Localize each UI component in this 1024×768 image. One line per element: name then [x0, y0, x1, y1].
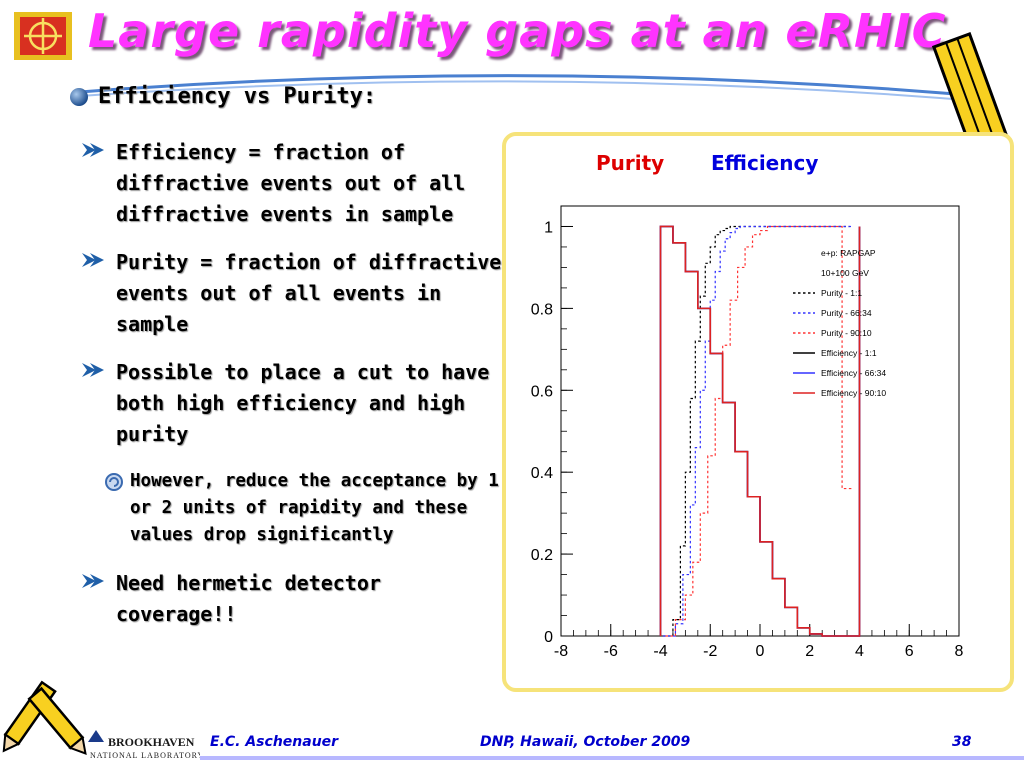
title-swoosh-decoration: [79, 74, 991, 103]
x-tick-label: 8: [955, 643, 964, 660]
x-tick-label: 4: [855, 643, 864, 660]
sub-bullet-cut: Possible to place a cut to have both hig…: [82, 357, 502, 450]
series-line-5: [659, 225, 861, 637]
x-tick-label: 6: [905, 643, 914, 660]
sub-bullet-text: Possible to place a cut to have both hig…: [116, 360, 490, 446]
slide-title: Large rapidity gaps at an eRHIC: [88, 4, 947, 58]
y-tick-label: 0.4: [531, 465, 553, 482]
sub-bullet-purity: Purity = fraction of diffractive events …: [82, 247, 502, 340]
logo-icon: [14, 12, 72, 60]
lab-subtitle: NATIONAL LABORATORY: [90, 751, 200, 760]
bullet-text: Efficiency vs Purity:: [98, 84, 377, 109]
x-tick-label: 0: [756, 643, 765, 660]
sub-sub-bullet-text: However, reduce the acceptance by 1 or 2…: [130, 471, 499, 545]
chart-panel: Purity Efficiency -8 -6 -4 -2 0 2 4 6 8 0 0.2 0.4 0.6 0…: [502, 132, 1014, 692]
sub-bullet-text: Purity = fraction of diffractive events …: [116, 250, 502, 336]
y-tick-label: 1: [544, 219, 553, 236]
y-tick-label: 0.6: [531, 383, 553, 400]
footer-event: DNP, Hawaii, October 2009: [480, 734, 691, 750]
plot-frame: [560, 205, 960, 637]
series-line-1: [662, 225, 853, 637]
legend-entry: Efficiency - 90:10: [821, 388, 886, 398]
footer-page-number: 38: [952, 734, 972, 750]
sub-bullet-efficiency: Efficiency = fraction of diffractive eve…: [82, 137, 502, 230]
arrow-bullet-icon: [82, 357, 106, 450]
footer-pencils-logo: BROOKHAVEN NATIONAL LABORATORY: [2, 680, 200, 760]
legend-entry: Purity - 90:10: [821, 328, 872, 338]
sub-bullet-text: Need hermetic detector coverage!!: [116, 571, 381, 626]
footer-divider: [200, 756, 1024, 760]
brookhaven-logo: BROOKHAVEN NATIONAL LABORATORY: [88, 730, 200, 760]
lab-name: BROOKHAVEN: [108, 735, 195, 749]
bullet-ball-icon: [70, 87, 88, 106]
legend-entry: Purity - 1:1: [821, 288, 862, 298]
series-line-0: [662, 225, 850, 637]
arrow-bullet-icon: [82, 568, 106, 630]
x-tick-label: -6: [604, 643, 618, 660]
arrow-bullet-icon: [82, 137, 106, 230]
legend-entry: Efficiency - 1:1: [821, 348, 877, 358]
y-tick-label: 0: [544, 629, 553, 646]
arrow-bullet-icon: [82, 247, 106, 340]
series-line-2: [665, 225, 853, 637]
x-tick-label: -8: [554, 643, 568, 660]
chart-label-purity: Purity: [596, 151, 664, 175]
spiral-bullet-icon: [104, 468, 124, 549]
x-tick-label: 2: [805, 643, 814, 660]
sub-bullet-hermetic: Need hermetic detector coverage!!: [82, 568, 502, 630]
bullet-efficiency-vs-purity: Efficiency vs Purity:: [70, 84, 376, 109]
y-tick-label: 0.8: [531, 301, 553, 318]
x-tick-label: -2: [703, 643, 717, 660]
efficiency-purity-chart: Purity Efficiency -8 -6 -4 -2 0 2 4 6 8 0 0.2 0.4 0.6 0…: [531, 151, 964, 660]
legend-header: e+p: RAPGAP: [821, 248, 876, 258]
sub-bullet-text: Efficiency = fraction of diffractive eve…: [116, 140, 466, 226]
legend-header: 10+100 GeV: [821, 268, 869, 278]
legend-entry: Purity - 66:34: [821, 308, 872, 318]
y-tick-label: 0.2: [531, 547, 553, 564]
sub-sub-bullet-acceptance: However, reduce the acceptance by 1 or 2…: [104, 468, 504, 549]
chart-label-efficiency: Efficiency: [711, 151, 818, 175]
legend-entry: Efficiency - 66:34: [821, 368, 886, 378]
footer-author: E.C. Aschenauer: [210, 734, 339, 750]
x-tick-label: -4: [653, 643, 667, 660]
